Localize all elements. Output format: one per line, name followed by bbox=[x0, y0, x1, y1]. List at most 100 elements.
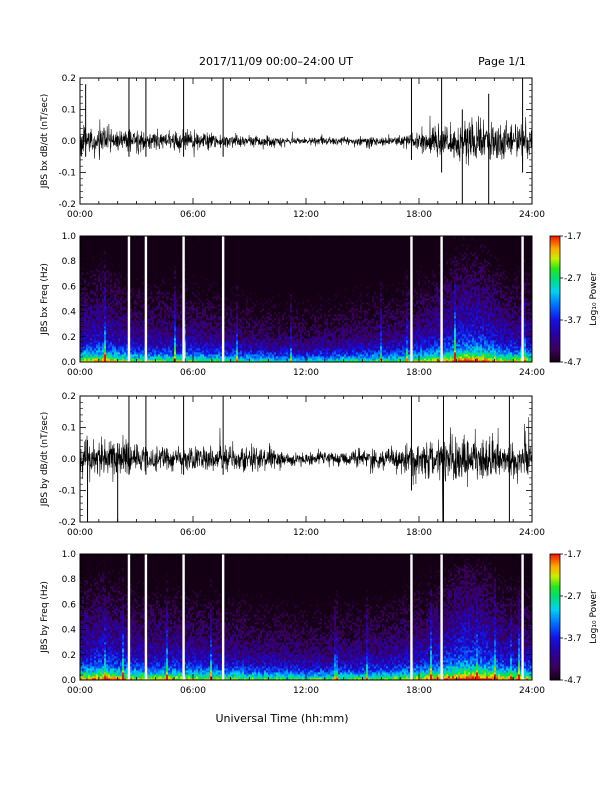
spectrogram-cell bbox=[162, 298, 165, 301]
spectrogram-cell bbox=[138, 288, 141, 291]
spectrogram-cell bbox=[100, 284, 103, 287]
spectrogram-cell bbox=[80, 266, 83, 269]
spectrogram-cell bbox=[138, 264, 141, 267]
spectrogram-cell bbox=[124, 348, 127, 351]
spectrogram-cell bbox=[156, 284, 159, 287]
spectrogram-cell bbox=[112, 236, 115, 239]
spectrogram-cell bbox=[112, 288, 115, 291]
spectrogram-cell bbox=[104, 306, 107, 309]
spectrogram-cell bbox=[108, 310, 111, 313]
spectrogram-cell bbox=[154, 322, 157, 325]
spectrogram-cell bbox=[126, 270, 129, 273]
spectrogram-cell bbox=[126, 340, 129, 343]
spectrogram-cell bbox=[152, 286, 155, 289]
spectrogram-cell bbox=[106, 338, 109, 341]
spectrogram-cell bbox=[94, 306, 97, 309]
spectrogram-cell bbox=[124, 356, 127, 359]
spectrogram-cell bbox=[132, 348, 135, 351]
spectrogram-cell bbox=[90, 252, 93, 255]
spectrogram-cell bbox=[130, 360, 133, 363]
spectrogram-cell bbox=[158, 254, 161, 257]
spectrogram-cell bbox=[114, 248, 117, 251]
spectrogram-cell bbox=[138, 308, 141, 311]
spectrogram-cell bbox=[172, 256, 175, 259]
spectrogram-cell bbox=[86, 282, 89, 285]
spectrogram-cell bbox=[150, 256, 153, 259]
spectrogram-cell bbox=[156, 344, 159, 347]
spectrogram-cell bbox=[162, 346, 165, 349]
spectrogram-cell bbox=[156, 262, 159, 265]
spectrogram-cell bbox=[98, 274, 101, 277]
spectrogram-cell bbox=[80, 358, 83, 361]
spectrogram-cell bbox=[132, 248, 135, 251]
spectrogram-cell bbox=[102, 250, 105, 253]
spectrogram-cell bbox=[106, 356, 109, 359]
spectrogram-cell bbox=[98, 320, 101, 323]
spectrogram-cell bbox=[90, 238, 93, 241]
spectrogram-cell bbox=[94, 242, 97, 245]
spectrogram-cell bbox=[100, 258, 103, 261]
spectrogram-cell bbox=[108, 318, 111, 321]
spectrogram-cell bbox=[122, 306, 125, 309]
spectrogram-cell bbox=[148, 274, 151, 277]
spectrogram-cell bbox=[118, 290, 121, 293]
spectrogram-cell bbox=[92, 244, 95, 247]
spectrogram-cell bbox=[122, 314, 125, 317]
spectrogram-cell bbox=[170, 322, 173, 325]
spectrogram-cell bbox=[90, 276, 93, 279]
spectrogram-cell bbox=[148, 318, 151, 321]
spectrogram-cell bbox=[118, 320, 121, 323]
spectrogram-cell bbox=[172, 304, 175, 307]
spectrogram-cell bbox=[126, 272, 129, 275]
spectrogram-cell bbox=[90, 298, 93, 301]
spectrogram-cell bbox=[104, 340, 107, 343]
spectrogram-cell bbox=[140, 274, 143, 277]
spectrogram-cell bbox=[136, 332, 139, 335]
spectrogram-cell bbox=[120, 326, 123, 329]
spectrogram-cell bbox=[156, 270, 159, 273]
spectrogram-cell bbox=[156, 236, 159, 239]
spectrogram-cell bbox=[110, 296, 113, 299]
spectrogram-cell bbox=[94, 354, 97, 357]
spectrogram-cell bbox=[126, 242, 129, 245]
spectrogram-cell bbox=[114, 272, 117, 275]
spectrogram-cell bbox=[164, 308, 167, 311]
spectrogram-cell bbox=[110, 256, 113, 259]
spectrogram-cell bbox=[110, 280, 113, 283]
spectrogram-cell bbox=[90, 240, 93, 243]
spectrogram-cell bbox=[88, 332, 91, 335]
spectrogram-cell bbox=[100, 344, 103, 347]
spectrogram-cell bbox=[96, 240, 99, 243]
spectrogram-cell bbox=[84, 302, 87, 305]
spectrogram-cell bbox=[96, 290, 99, 293]
spectrogram-cell bbox=[172, 246, 175, 249]
spectrogram-cell bbox=[80, 298, 83, 301]
spectrogram-cell bbox=[106, 326, 109, 329]
spectrogram-cell bbox=[106, 264, 109, 267]
spectrogram-cell bbox=[100, 354, 103, 357]
spectrogram-cell bbox=[102, 324, 105, 327]
spectrogram-cell bbox=[98, 298, 101, 301]
spectrogram-cell bbox=[136, 288, 139, 291]
spectrogram-cell bbox=[86, 240, 89, 243]
spectrogram-cell bbox=[132, 250, 135, 253]
spectrogram-cell bbox=[140, 314, 143, 317]
spectrogram-cell bbox=[80, 258, 83, 261]
spectrogram-cell bbox=[132, 282, 135, 285]
spectrogram-cell bbox=[132, 326, 135, 329]
spectrogram-cell bbox=[150, 272, 153, 275]
spectrogram-cell bbox=[146, 242, 149, 245]
spectrogram-cell bbox=[96, 328, 99, 331]
spectrogram-cell bbox=[146, 278, 149, 281]
spectrogram-cell bbox=[110, 252, 113, 255]
spectrogram-cell bbox=[146, 264, 149, 267]
spectrogram-cell bbox=[108, 344, 111, 347]
spectrogram-cell bbox=[126, 308, 129, 311]
spectrogram-cell bbox=[160, 298, 163, 301]
spectrogram-cell bbox=[122, 350, 125, 353]
spectrogram-cell bbox=[154, 354, 157, 357]
spectrogram-cell bbox=[100, 272, 103, 275]
spectrogram-cell bbox=[150, 300, 153, 303]
spectrogram-cell bbox=[106, 268, 109, 271]
spectrogram-cell bbox=[166, 324, 169, 327]
